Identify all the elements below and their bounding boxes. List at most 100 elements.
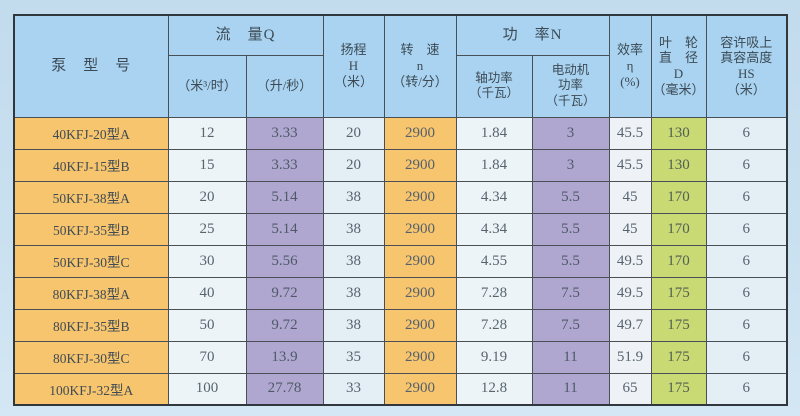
header-impeller-diameter: 叶 轮 直 径 D （毫米） xyxy=(650,14,707,118)
cell-flow-ls: 3.33 xyxy=(245,148,324,182)
header-impeller-line: 叶 轮 xyxy=(658,34,698,50)
cell-shaft-power: 7.28 xyxy=(455,308,533,342)
cell-flow-m3h: 100 xyxy=(167,372,247,406)
cell-efficiency: 45 xyxy=(608,180,652,214)
header-impeller-line: （毫米） xyxy=(652,82,705,98)
cell-impeller-dia: 175 xyxy=(650,340,707,374)
header-efficiency-line: (%) xyxy=(620,74,640,90)
header-efficiency-line: 效率 xyxy=(616,42,643,58)
cell-suction-height: 6 xyxy=(705,340,788,374)
cell-impeller-dia: 130 xyxy=(650,116,707,150)
cell-impeller-dia: 175 xyxy=(650,372,707,406)
header-speed-line: 转 速 xyxy=(400,42,440,58)
header-speed: 转 速 n （转/分） xyxy=(383,14,457,118)
cell-speed: 2900 xyxy=(383,148,457,182)
cell-efficiency: 45 xyxy=(608,212,652,246)
cell-flow-m3h: 15 xyxy=(167,148,247,182)
cell-efficiency: 49.5 xyxy=(608,244,652,278)
table-header: 泵 型 号 流 量Q 扬程 H （米） 转 速 n （转/分） 功 率N 效率 … xyxy=(13,14,788,118)
header-head: 扬程 H （米） xyxy=(322,14,385,118)
cell-impeller-dia: 170 xyxy=(650,180,707,214)
header-suction-line: 容许吸上 xyxy=(720,34,773,50)
header-shaft-power-line: （千瓦） xyxy=(468,86,519,100)
cell-head: 20 xyxy=(322,116,385,150)
cell-flow-m3h: 70 xyxy=(167,340,247,374)
cell-efficiency: 49.5 xyxy=(608,276,652,310)
table-body: 40KFJ-20型A 12 3.33 20 2900 1.84 3 45.5 1… xyxy=(13,116,788,406)
cell-speed: 2900 xyxy=(383,340,457,374)
cell-suction-height: 6 xyxy=(705,276,788,310)
cell-motor-power: 3 xyxy=(531,116,610,150)
cell-head: 20 xyxy=(322,148,385,182)
cell-motor-power: 5.5 xyxy=(531,180,610,214)
cell-head: 38 xyxy=(322,212,385,246)
cell-pump-model: 100KFJ-32型A xyxy=(13,372,169,406)
table-row: 40KFJ-20型A 12 3.33 20 2900 1.84 3 45.5 1… xyxy=(13,116,788,150)
cell-flow-ls: 5.14 xyxy=(245,180,324,214)
cell-speed: 2900 xyxy=(383,308,457,342)
header-impeller-line: 直 径 xyxy=(658,50,698,66)
cell-head: 38 xyxy=(322,244,385,278)
cell-pump-model: 50KFJ-38型A xyxy=(13,180,169,214)
cell-shaft-power: 4.34 xyxy=(455,180,533,214)
cell-speed: 2900 xyxy=(383,276,457,310)
table-row: 50KFJ-38型A 20 5.14 38 2900 4.34 5.5 45 1… xyxy=(13,180,788,214)
header-head-line: H xyxy=(348,58,359,74)
cell-speed: 2900 xyxy=(383,372,457,406)
cell-suction-height: 6 xyxy=(705,372,788,406)
cell-efficiency: 45.5 xyxy=(608,148,652,182)
cell-flow-ls: 9.72 xyxy=(245,276,324,310)
header-impeller-line: D xyxy=(673,66,684,82)
header-efficiency-line: η xyxy=(626,58,634,74)
header-flow: 流 量Q xyxy=(167,14,324,56)
table-row: 100KFJ-32型A 100 27.78 33 2900 12.8 11 65… xyxy=(13,372,788,406)
pump-spec-table: 泵 型 号 流 量Q 扬程 H （米） 转 速 n （转/分） 功 率N 效率 … xyxy=(13,14,788,406)
cell-motor-power: 7.5 xyxy=(531,308,610,342)
cell-impeller-dia: 175 xyxy=(650,276,707,310)
cell-efficiency: 51.9 xyxy=(608,340,652,374)
header-shaft-power: 轴功率 （千瓦） xyxy=(455,54,533,118)
table-row: 80KFJ-30型C 70 13.9 35 2900 9.19 11 51.9 … xyxy=(13,340,788,374)
header-head-line: （米） xyxy=(333,74,373,90)
table-row: 80KFJ-38型A 40 9.72 38 2900 7.28 7.5 49.5… xyxy=(13,276,788,310)
header-motor-power: 电动机 功率 （千瓦） xyxy=(531,54,610,118)
cell-suction-height: 6 xyxy=(705,180,788,214)
header-suction-height: 容许吸上 真容高度 HS （米） xyxy=(705,14,788,118)
cell-shaft-power: 4.55 xyxy=(455,244,533,278)
header-head-line: 扬程 xyxy=(340,42,367,58)
cell-flow-ls: 9.72 xyxy=(245,308,324,342)
cell-impeller-dia: 175 xyxy=(650,308,707,342)
cell-motor-power: 5.5 xyxy=(531,244,610,278)
table-row: 50KFJ-35型B 25 5.14 38 2900 4.34 5.5 45 1… xyxy=(13,212,788,246)
header-speed-line: n xyxy=(416,58,424,74)
cell-head: 35 xyxy=(322,340,385,374)
header-efficiency: 效率 η (%) xyxy=(608,14,652,118)
cell-suction-height: 6 xyxy=(705,212,788,246)
cell-pump-model: 80KFJ-35型B xyxy=(13,308,169,342)
cell-speed: 2900 xyxy=(383,116,457,150)
cell-impeller-dia: 170 xyxy=(650,212,707,246)
table-row: 80KFJ-35型B 50 9.72 38 2900 7.28 7.5 49.7… xyxy=(13,308,788,342)
cell-pump-model: 40KFJ-15型B xyxy=(13,148,169,182)
cell-flow-ls: 3.33 xyxy=(245,116,324,150)
cell-pump-model: 80KFJ-38型A xyxy=(13,276,169,310)
table-row: 50KFJ-30型C 30 5.56 38 2900 4.55 5.5 49.5… xyxy=(13,244,788,278)
header-motor-power-line: （千瓦） xyxy=(545,93,596,108)
cell-motor-power: 11 xyxy=(531,372,610,406)
cell-flow-m3h: 30 xyxy=(167,244,247,278)
cell-flow-m3h: 40 xyxy=(167,276,247,310)
cell-flow-ls: 13.9 xyxy=(245,340,324,374)
cell-motor-power: 5.5 xyxy=(531,212,610,246)
cell-shaft-power: 9.19 xyxy=(455,340,533,374)
header-motor-power-line: 功率 xyxy=(557,78,583,93)
cell-efficiency: 65 xyxy=(608,372,652,406)
header-suction-line: HS xyxy=(737,66,755,82)
cell-impeller-dia: 130 xyxy=(650,148,707,182)
header-shaft-power-line: 轴功率 xyxy=(475,70,513,85)
cell-shaft-power: 1.84 xyxy=(455,148,533,182)
header-pump-model: 泵 型 号 xyxy=(13,14,169,118)
table-row: 40KFJ-15型B 15 3.33 20 2900 1.84 3 45.5 1… xyxy=(13,148,788,182)
header-flow-m3h: （米³/时） xyxy=(167,54,247,118)
header-speed-line: （转/分） xyxy=(392,74,448,90)
